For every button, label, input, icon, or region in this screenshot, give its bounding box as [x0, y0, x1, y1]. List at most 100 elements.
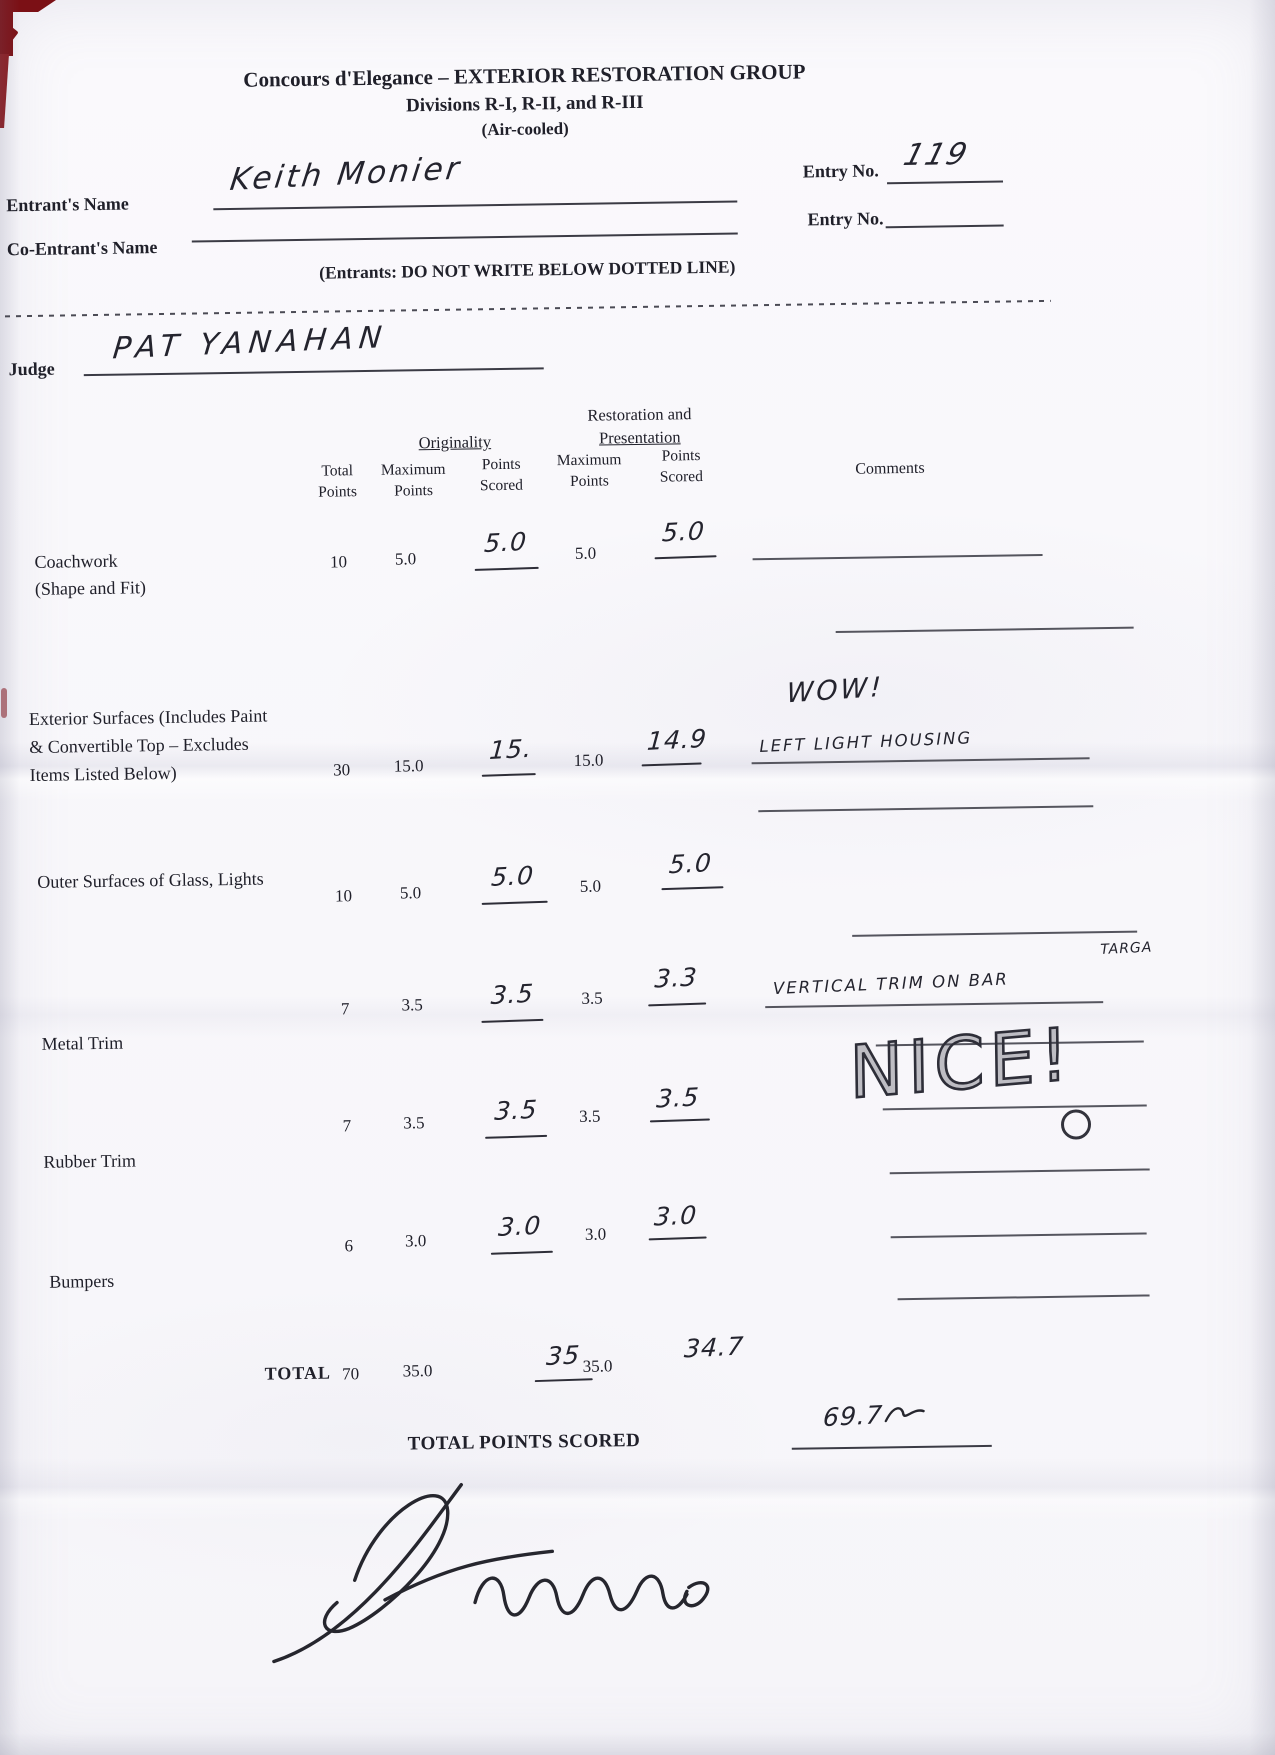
comment-line: [835, 626, 1134, 634]
comment-line: [889, 1168, 1150, 1175]
row-2-rest-max: 5.0: [579, 876, 602, 896]
row-1-comment: LEFT LIGHT HOUSING: [759, 728, 973, 756]
score-underline: [481, 1018, 544, 1023]
signature-scribble: [323, 1494, 450, 1634]
comment-line: [758, 805, 1094, 813]
restoration-group-header: Restoration and Presentation: [549, 404, 730, 450]
do-not-write-notice: (Entrants: DO NOT WRITE BELOW DOTTED LIN…: [319, 256, 736, 283]
judge-signature: [272, 1482, 710, 1664]
comment-line: [852, 930, 1138, 937]
entry-no-line: [887, 180, 1004, 185]
row-1-orig-max: 15.0: [393, 756, 424, 776]
scan-edge-artifact: [1, 688, 7, 718]
entrant-name-line: [213, 200, 738, 211]
row-5-category: Bumpers: [49, 1270, 115, 1292]
score-underline: [481, 900, 548, 905]
row-0-category: Coachwork (Shape and Fit): [34, 550, 147, 599]
row-4-total: 7: [342, 1116, 352, 1136]
row-1-orig-scored: 15.: [488, 733, 534, 765]
judge-label: Judge: [8, 358, 55, 380]
score-underline: [648, 1236, 707, 1241]
comment-line: [765, 1001, 1104, 1009]
judge-name-value: Pat Yanahan: [111, 320, 390, 367]
row-3-orig-scored: 3.5: [489, 978, 535, 1010]
col-header-orig-max-points: Maximum Points: [380, 460, 446, 500]
row-5-orig-max: 3.0: [404, 1231, 427, 1251]
scan-edge-artifact: [0, 0, 56, 12]
entry-no-value: 119: [899, 136, 973, 174]
row-5-rest-scored: 3.0: [653, 1200, 699, 1232]
row-0-orig-scored: 5.0: [483, 526, 529, 559]
score-underline: [654, 555, 717, 560]
row-0-rest-max: 5.0: [574, 543, 597, 563]
row-1-rest-max: 15.0: [573, 750, 604, 770]
score-underline: [474, 566, 539, 571]
row-5-rest-max: 3.0: [584, 1224, 607, 1244]
col-header-rest-max-points: Maximum Points: [556, 451, 622, 490]
total-row-total: 70: [341, 1364, 360, 1384]
total-points-number: 69.7: [822, 1400, 885, 1433]
comment-line: [897, 1294, 1150, 1301]
row-2-rest-scored: 5.0: [667, 848, 713, 880]
entrant-name-label: Entrant's Name: [6, 193, 129, 216]
score-underline: [649, 1118, 710, 1123]
scan-edge-artifact: [0, 54, 9, 128]
exclamation-circle-scribble: [1060, 1109, 1092, 1140]
row-5-total: 6: [344, 1236, 354, 1256]
row-4-rest-scored: 3.5: [655, 1082, 701, 1114]
row-4-category: Rubber Trim: [43, 1150, 137, 1172]
row-2-category: Outer Surfaces of Glass, Lights: [37, 868, 264, 892]
total-row-orig-max: 35.0: [402, 1361, 433, 1381]
row-0-orig-max: 5.0: [394, 549, 417, 569]
signature-scribble: [473, 1574, 689, 1617]
entrant-name-value: Keith Monier: [227, 150, 465, 199]
row-4-comment-exclaim: NICE!: [848, 1010, 1076, 1116]
restoration-header-line1: Restoration and: [587, 404, 692, 425]
score-underline: [481, 773, 536, 777]
row-0-rest-scored: 5.0: [661, 516, 707, 548]
row-3-rest-max: 3.5: [581, 988, 603, 1008]
col-header-comments: Comments: [855, 459, 925, 478]
row-1-category: Exterior Surfaces (Includes Paint & Conv…: [28, 705, 268, 786]
judge-initials-scribble: [884, 1407, 925, 1423]
row-1-rest-scored: 14.9: [646, 723, 709, 756]
signature-scribble: [272, 1482, 463, 1664]
row-2-total: 10: [334, 886, 353, 906]
entry-no2-line: [885, 224, 1004, 229]
score-underline: [641, 762, 702, 767]
co-entrant-name-label: Co-Entrant's Name: [6, 237, 158, 260]
comment-line: [751, 757, 1090, 765]
row-3-comment-note: TARGA: [1100, 939, 1153, 959]
row-4-orig-scored: 3.5: [493, 1094, 539, 1126]
total-points-scored-value: 69.7: [822, 1398, 928, 1432]
total-row-rest-max: 35.0: [582, 1356, 613, 1376]
row-0-total: 10: [329, 552, 348, 572]
comment-line: [890, 1232, 1147, 1239]
row-3-comment: VERTICAL TRIM ON BAR: [772, 969, 1010, 999]
entry-no-label: Entry No.: [802, 160, 879, 182]
score-underline: [648, 1002, 707, 1007]
signature-scribble: [683, 1581, 710, 1608]
score-underline: [534, 1378, 593, 1383]
co-entrant-name-line: [191, 232, 738, 243]
row-4-orig-max: 3.5: [403, 1113, 425, 1133]
score-underline: [490, 1250, 553, 1255]
row-1-comment-exclaim: WOW!: [786, 671, 885, 710]
total-points-line: [791, 1444, 992, 1450]
judge-line: [83, 367, 544, 377]
originality-group-header: Originality: [418, 432, 492, 453]
row-3-category: Metal Trim: [41, 1032, 124, 1054]
row-2-orig-scored: 5.0: [490, 860, 536, 892]
col-header-total-points: Total Points: [318, 462, 358, 501]
row-4-rest-max: 3.5: [579, 1106, 601, 1126]
score-underline: [661, 886, 724, 891]
total-row-rest-scored: 34.7: [683, 1331, 746, 1364]
row-3-orig-max: 3.5: [401, 995, 423, 1015]
score-underline: [485, 1134, 548, 1139]
row-3-rest-scored: 3.3: [653, 962, 699, 994]
document-title: Concours d'Elegance – EXTERIOR RESTORATI…: [139, 58, 910, 145]
row-1-total: 30: [333, 760, 351, 780]
dotted-separator-line: [4, 299, 1051, 318]
row-3-total: 7: [340, 999, 350, 1019]
